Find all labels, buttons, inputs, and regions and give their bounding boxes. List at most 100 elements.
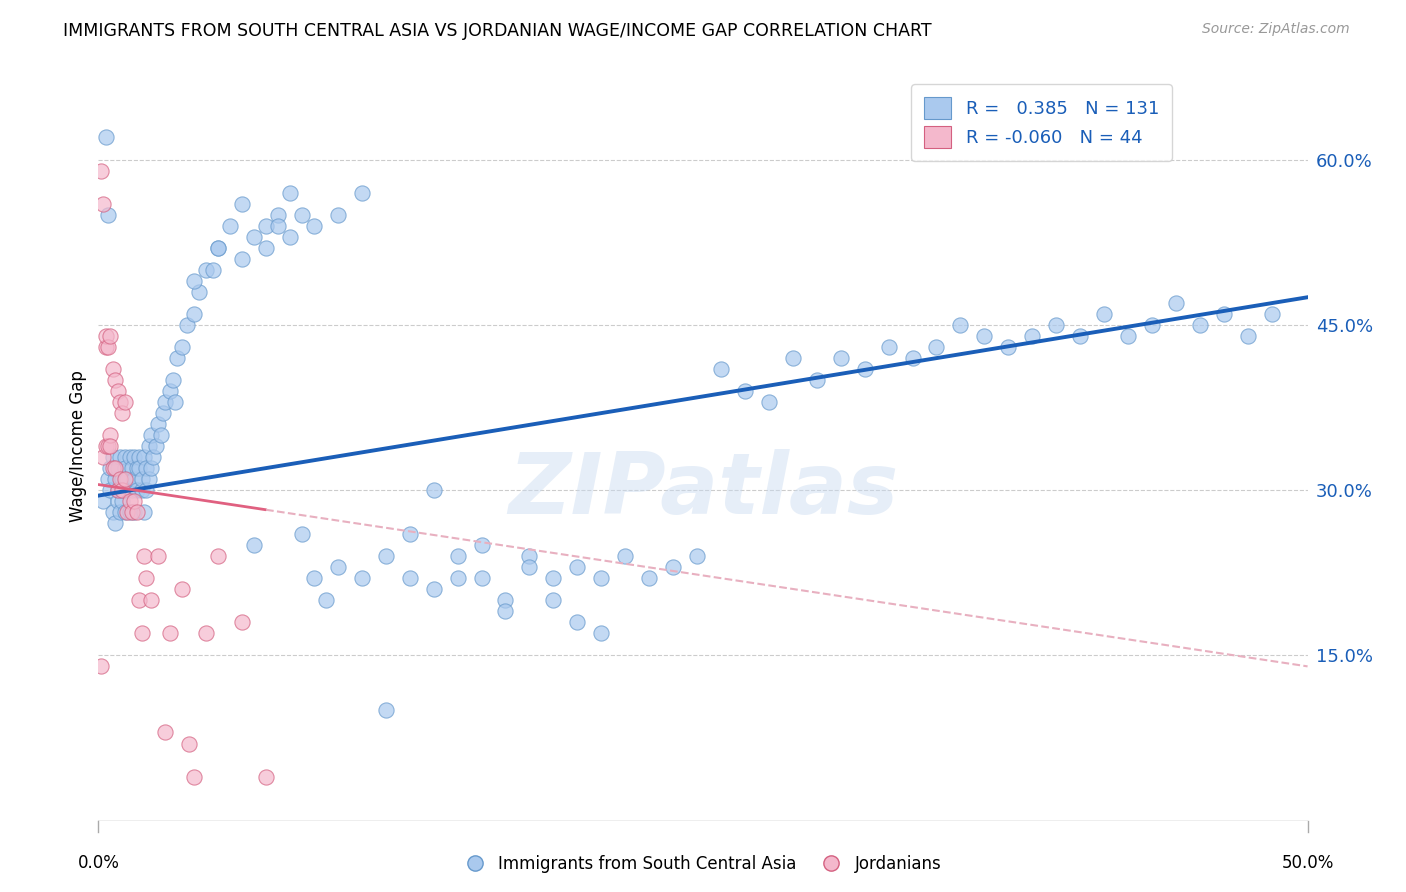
Legend: Immigrants from South Central Asia, Jordanians: Immigrants from South Central Asia, Jord… — [458, 848, 948, 880]
Point — [124, 505, 146, 519]
Point — [398, 527, 420, 541]
Point — [254, 219, 277, 233]
Point — [231, 615, 253, 630]
Point — [135, 571, 157, 585]
Point — [118, 450, 141, 464]
Point — [124, 494, 146, 508]
Point — [97, 208, 120, 222]
Text: IMMIGRANTS FROM SOUTH CENTRAL ASIA VS JORDANIAN WAGE/INCOME GAP CORRELATION CHAR: IMMIGRANTS FROM SOUTH CENTRAL ASIA VS JO… — [63, 22, 932, 40]
Point — [183, 307, 205, 321]
Point — [302, 219, 325, 233]
Point — [124, 472, 146, 486]
Point — [374, 703, 396, 717]
Point — [97, 340, 120, 354]
Point — [94, 130, 117, 145]
Point — [108, 472, 131, 486]
Point — [135, 461, 157, 475]
Point — [195, 626, 218, 640]
Point — [519, 549, 541, 564]
Point — [115, 483, 138, 497]
Text: 0.0%: 0.0% — [77, 854, 120, 871]
Point — [115, 505, 138, 519]
Point — [138, 439, 160, 453]
Text: 50.0%: 50.0% — [1281, 854, 1334, 871]
Point — [207, 241, 229, 255]
Point — [114, 505, 136, 519]
Point — [302, 571, 325, 585]
Point — [128, 461, 150, 475]
Point — [118, 494, 141, 508]
Point — [159, 626, 181, 640]
Point — [567, 560, 589, 574]
Point — [114, 472, 136, 486]
Point — [1045, 318, 1067, 332]
Point — [111, 483, 134, 497]
Point — [139, 593, 162, 607]
Point — [107, 483, 129, 497]
Point — [148, 549, 170, 564]
Point — [91, 494, 114, 508]
Point — [125, 483, 148, 497]
Point — [108, 450, 131, 464]
Point — [422, 483, 444, 497]
Point — [1188, 318, 1211, 332]
Point — [202, 262, 225, 277]
Point — [614, 549, 637, 564]
Point — [104, 472, 127, 486]
Point — [91, 450, 114, 464]
Point — [100, 461, 122, 475]
Point — [114, 461, 136, 475]
Point — [278, 186, 301, 200]
Point — [543, 593, 565, 607]
Point — [195, 262, 218, 277]
Point — [90, 659, 112, 673]
Point — [111, 472, 134, 486]
Point — [291, 208, 314, 222]
Point — [1212, 307, 1234, 321]
Point — [398, 571, 420, 585]
Point — [108, 395, 131, 409]
Point — [315, 593, 337, 607]
Point — [350, 571, 373, 585]
Point — [176, 318, 198, 332]
Point — [172, 340, 194, 354]
Point — [1236, 328, 1258, 343]
Point — [162, 373, 184, 387]
Point — [782, 351, 804, 365]
Point — [107, 483, 129, 497]
Point — [973, 328, 995, 343]
Point — [291, 527, 314, 541]
Point — [121, 461, 143, 475]
Point — [350, 186, 373, 200]
Point — [125, 461, 148, 475]
Point — [132, 450, 155, 464]
Point — [138, 472, 160, 486]
Point — [94, 328, 117, 343]
Point — [142, 450, 165, 464]
Point — [132, 505, 155, 519]
Point — [470, 538, 492, 552]
Point — [97, 472, 120, 486]
Point — [104, 516, 127, 530]
Point — [149, 428, 172, 442]
Point — [1021, 328, 1043, 343]
Point — [163, 395, 186, 409]
Point — [1092, 307, 1115, 321]
Point — [278, 229, 301, 244]
Point — [159, 384, 181, 398]
Point — [183, 274, 205, 288]
Point — [111, 494, 134, 508]
Point — [1260, 307, 1282, 321]
Point — [101, 362, 124, 376]
Point — [949, 318, 972, 332]
Point — [131, 483, 153, 497]
Point — [121, 483, 143, 497]
Point — [125, 505, 148, 519]
Point — [183, 770, 205, 784]
Point — [111, 406, 134, 420]
Point — [155, 725, 177, 739]
Point — [710, 362, 733, 376]
Point — [124, 450, 146, 464]
Text: ZIPatlas: ZIPatlas — [508, 450, 898, 533]
Text: Source: ZipAtlas.com: Source: ZipAtlas.com — [1202, 22, 1350, 37]
